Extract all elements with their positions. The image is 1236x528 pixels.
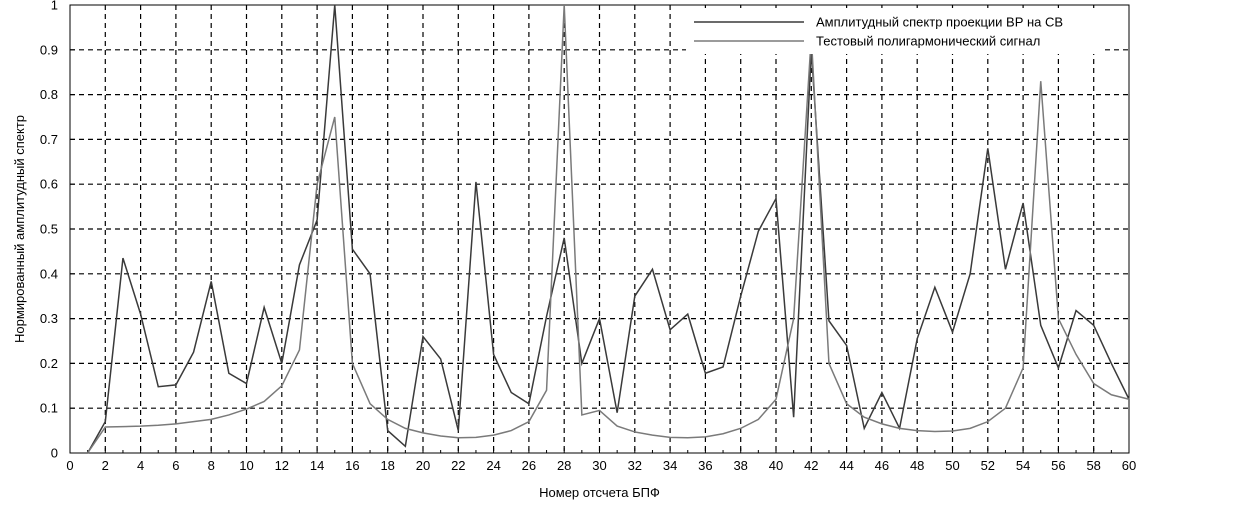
x-tick-label: 44	[839, 458, 853, 473]
x-tick-label: 14	[310, 458, 324, 473]
x-tick-label: 22	[451, 458, 465, 473]
legend: Амплитудный спектр проекции ВР на СВ Тест…	[686, 8, 1104, 54]
x-tick-label: 56	[1051, 458, 1065, 473]
x-tick-label: 12	[275, 458, 289, 473]
legend-label-1: Амплитудный спектр проекции ВР на СВ	[816, 15, 1063, 30]
y-tick-label: 0.4	[40, 266, 58, 281]
y-tick-label: 0.6	[40, 177, 58, 192]
x-tick-label: 40	[769, 458, 783, 473]
y-tick-label: 1	[51, 0, 58, 13]
y-tick-label: 0.2	[40, 356, 58, 371]
x-tick-label: 38	[733, 458, 747, 473]
y-tick-label: 0	[51, 446, 58, 461]
y-tick-label: 0.9	[40, 42, 58, 57]
x-tick-label: 60	[1122, 458, 1136, 473]
x-tick-label: 26	[522, 458, 536, 473]
y-tick-label: 0.3	[40, 311, 58, 326]
y-tick-label: 0.5	[40, 222, 58, 237]
y-tick-label: 0.8	[40, 87, 58, 102]
x-tick-label: 24	[486, 458, 500, 473]
x-tick-label: 16	[345, 458, 359, 473]
series-line-2	[87, 4, 1130, 454]
x-axis-ticks: 0 2 4 6 8 10 12 14 16 18 20 22 24 26 28 30 32 34 36 38 40 42 4…	[66, 448, 1136, 473]
x-tick-label: 36	[698, 458, 712, 473]
x-tick-label: 6	[172, 458, 179, 473]
x-tick-label: 52	[981, 458, 995, 473]
x-tick-label: 8	[208, 458, 215, 473]
x-tick-label: 32	[628, 458, 642, 473]
x-tick-label: 0	[66, 458, 73, 473]
x-tick-label: 10	[239, 458, 253, 473]
x-tick-label: 4	[137, 458, 144, 473]
y-axis-ticks: 0 0.1 0.2 0.3 0.4 0.5 0.6 0.7 0.8 0.9 1	[40, 0, 75, 461]
x-axis-title: Номер отсчета БПФ	[539, 485, 660, 500]
series-line-1	[86, 4, 1130, 454]
x-tick-label: 42	[804, 458, 818, 473]
grid	[70, 5, 1129, 453]
x-tick-label: 46	[875, 458, 889, 473]
legend-label-2: Тестовый полигармонический сигнал	[816, 34, 1040, 49]
x-tick-label: 34	[663, 458, 677, 473]
x-tick-label: 48	[910, 458, 924, 473]
x-tick-label: 18	[380, 458, 394, 473]
x-tick-label: 50	[945, 458, 959, 473]
x-tick-label: 30	[592, 458, 606, 473]
x-tick-label: 2	[102, 458, 109, 473]
legend-background	[686, 8, 1104, 54]
x-tick-label: 54	[1016, 458, 1030, 473]
x-tick-label: 58	[1086, 458, 1100, 473]
y-axis-title: Нормированный амплитудный спектр	[12, 115, 27, 343]
y-tick-label: 0.1	[40, 401, 58, 416]
y-tick-label: 0.7	[40, 132, 58, 147]
series-lines	[86, 4, 1130, 454]
x-tick-label: 28	[557, 458, 571, 473]
x-tick-label: 20	[416, 458, 430, 473]
